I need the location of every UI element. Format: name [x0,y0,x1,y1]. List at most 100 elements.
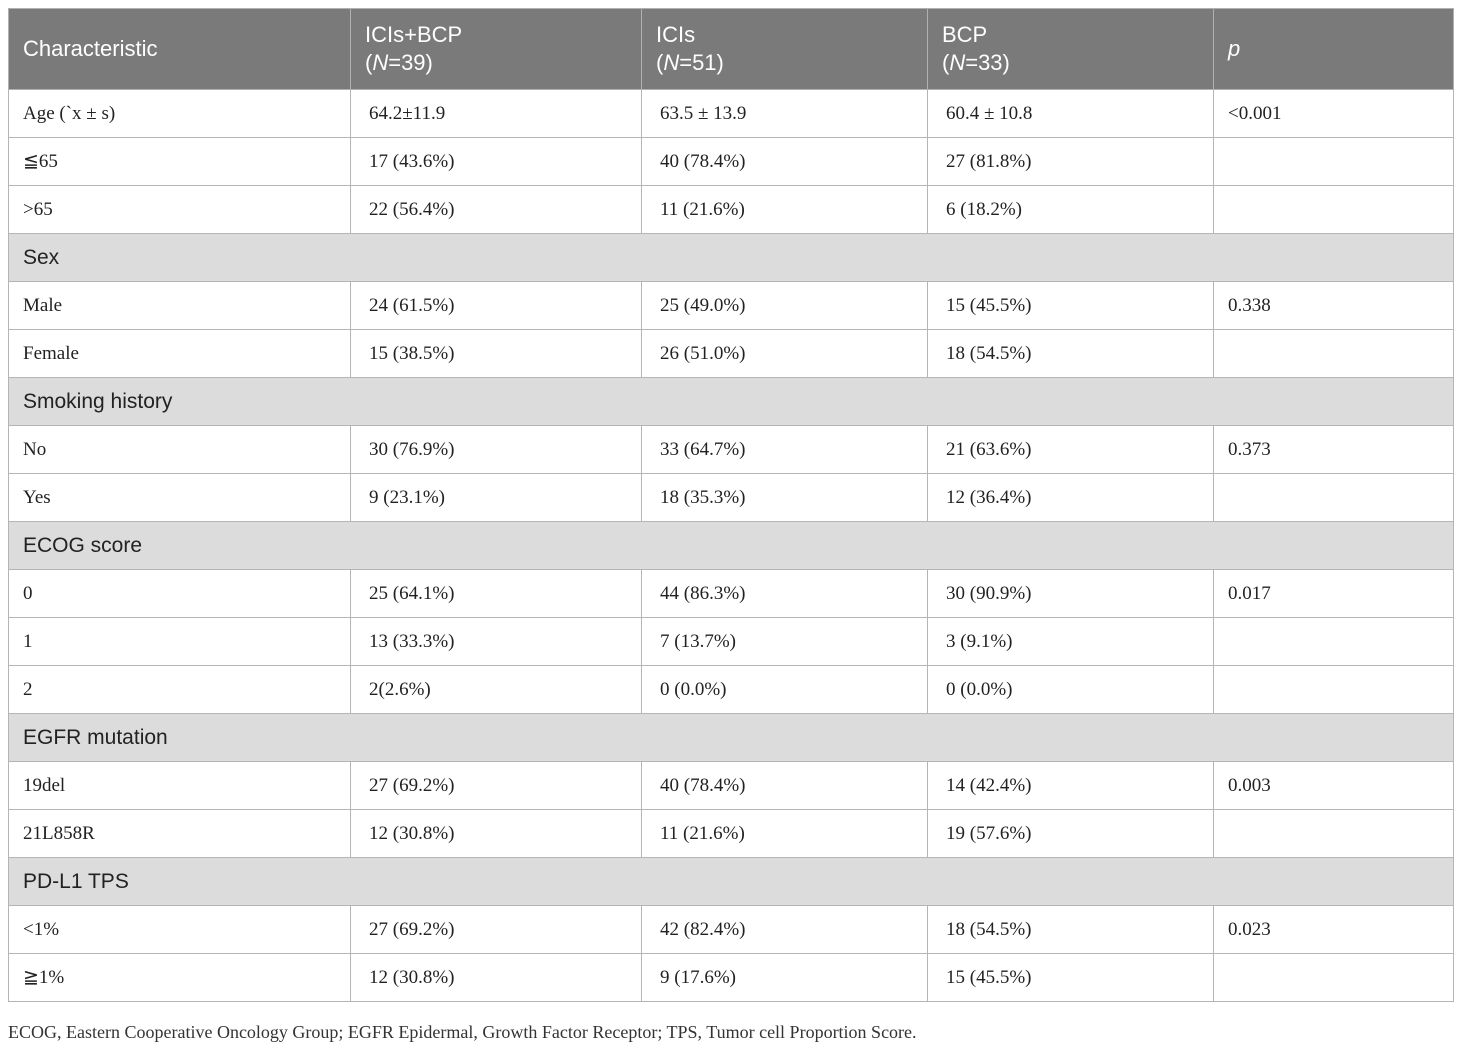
row-label-cell: 2 [8,665,351,714]
icis-value-cell: 25 (49.0%) [641,281,928,330]
row-label-cell: <1% [8,905,351,954]
table-row: 0 25 (64.1%) 44 (86.3%) 30 (90.9%) 0.017 [8,569,1454,618]
icis-bcp-value-cell: 2(2.6%) [350,665,642,714]
table-row: ≦65 17 (43.6%) 40 (78.4%) 27 (81.8%) [8,137,1454,186]
row-label-cell: Male [8,281,351,330]
row-label-cell: Yes [8,473,351,522]
open-paren: ( [365,50,373,75]
p-value-cell: 0.003 [1213,761,1454,810]
row-label-cell: No [8,425,351,474]
table-row: >65 22 (56.4%) 11 (21.6%) 6 (18.2%) [8,185,1454,234]
row-label-cell: 1 [8,617,351,666]
header-icis-bcp-n: (N=39) [365,49,627,77]
section-label: ECOG score [8,521,1454,570]
icis-value-cell: 40 (78.4%) [641,761,928,810]
section-label: EGFR mutation [8,713,1454,762]
header-icis-bcp-name: ICIs+BCP [365,22,463,47]
bcp-value-cell: 12 (36.4%) [927,473,1214,522]
header-bcp-name: BCP [942,22,988,47]
icis-bcp-value-cell: 17 (43.6%) [350,137,642,186]
icis-value-cell: 9 (17.6%) [641,953,928,1002]
icis-bcp-value-cell: 30 (76.9%) [350,425,642,474]
icis-value-cell: 63.5 ± 13.9 [641,89,928,138]
table-row: ≧1% 12 (30.8%) 9 (17.6%) 15 (45.5%) [8,953,1454,1002]
icis-bcp-value-cell: 22 (56.4%) [350,185,642,234]
table-body: Age (`x ± s) 64.2±11.9 63.5 ± 13.9 60.4 ± 1… [8,89,1454,1002]
header-icis-bcp: ICIs+BCP (N=39) [350,8,642,90]
row-label-cell: 21L858R [8,809,351,858]
open-paren: ( [656,50,664,75]
row-label-cell: >65 [8,185,351,234]
characteristics-table: Characteristic ICIs+BCP (N=39) ICIs (N=5… [8,8,1454,1002]
header-row: Characteristic ICIs+BCP (N=39) ICIs (N=5… [8,8,1454,90]
icis-value-cell: 44 (86.3%) [641,569,928,618]
n-italic: N [372,50,389,75]
icis-value-cell: 26 (51.0%) [641,329,928,378]
icis-value-cell: 18 (35.3%) [641,473,928,522]
header-p-value: p [1213,8,1454,90]
table-row: 19del 27 (69.2%) 40 (78.4%) 14 (42.4%) 0.003 [8,761,1454,810]
p-value-cell: <0.001 [1213,89,1454,138]
bcp-value-cell: 3 (9.1%) [927,617,1214,666]
section-header-row: ECOG score [8,521,1454,570]
header-icis-name: ICIs [656,22,696,47]
row-label-cell: Female [8,329,351,378]
row-label-cell: 0 [8,569,351,618]
p-value-cell [1213,473,1454,522]
n-value: =39) [388,50,433,75]
icis-bcp-value-cell: 9 (23.1%) [350,473,642,522]
bcp-value-cell: 18 (54.5%) [927,329,1214,378]
header-bcp: BCP (N=33) [927,8,1214,90]
header-icis: ICIs (N=51) [641,8,928,90]
row-label-cell: ≧1% [8,953,351,1002]
header-bcp-n: (N=33) [942,49,1199,77]
icis-value-cell: 0 (0.0%) [641,665,928,714]
p-value-cell: 0.017 [1213,569,1454,618]
bcp-value-cell: 19 (57.6%) [927,809,1214,858]
bcp-value-cell: 15 (45.5%) [927,953,1214,1002]
bcp-value-cell: 27 (81.8%) [927,137,1214,186]
section-header-row: PD-L1 TPS [8,857,1454,906]
table-row: No 30 (76.9%) 33 (64.7%) 21 (63.6%) 0.373 [8,425,1454,474]
section-label: PD-L1 TPS [8,857,1454,906]
icis-value-cell: 33 (64.7%) [641,425,928,474]
n-italic: N [663,50,680,75]
icis-bcp-value-cell: 25 (64.1%) [350,569,642,618]
icis-value-cell: 11 (21.6%) [641,185,928,234]
icis-bcp-value-cell: 27 (69.2%) [350,905,642,954]
table-row: Male 24 (61.5%) 25 (49.0%) 15 (45.5%) 0.338 [8,281,1454,330]
header-icis-n: (N=51) [656,49,913,77]
p-value-cell [1213,665,1454,714]
open-paren: ( [942,50,950,75]
icis-bcp-value-cell: 24 (61.5%) [350,281,642,330]
bcp-value-cell: 21 (63.6%) [927,425,1214,474]
icis-bcp-value-cell: 64.2±11.9 [350,89,642,138]
bcp-value-cell: 6 (18.2%) [927,185,1214,234]
table-row: Yes 9 (23.1%) 18 (35.3%) 12 (36.4%) [8,473,1454,522]
p-value-cell [1213,137,1454,186]
row-label-cell: Age (`x ± s) [8,89,351,138]
row-label-cell: ≦65 [8,137,351,186]
bcp-value-cell: 14 (42.4%) [927,761,1214,810]
row-label-cell: 19del [8,761,351,810]
icis-bcp-value-cell: 27 (69.2%) [350,761,642,810]
header-characteristic-label: Characteristic [23,36,158,61]
icis-bcp-value-cell: 12 (30.8%) [350,953,642,1002]
icis-bcp-value-cell: 13 (33.3%) [350,617,642,666]
table-row: <1% 27 (69.2%) 42 (82.4%) 18 (54.5%) 0.023 [8,905,1454,954]
section-header-row: Smoking history [8,377,1454,426]
table-row: Female 15 (38.5%) 26 (51.0%) 18 (54.5%) [8,329,1454,378]
icis-bcp-value-cell: 15 (38.5%) [350,329,642,378]
n-value: =51) [679,50,724,75]
table-row: 2 2(2.6%) 0 (0.0%) 0 (0.0%) [8,665,1454,714]
icis-value-cell: 11 (21.6%) [641,809,928,858]
icis-value-cell: 40 (78.4%) [641,137,928,186]
p-value-cell [1213,329,1454,378]
bcp-value-cell: 0 (0.0%) [927,665,1214,714]
p-value-cell [1213,617,1454,666]
table-footnote: ECOG, Eastern Cooperative Oncology Group… [8,1022,917,1042]
p-value-cell [1213,185,1454,234]
n-value: =33) [965,50,1010,75]
bcp-value-cell: 15 (45.5%) [927,281,1214,330]
section-header-row: EGFR mutation [8,713,1454,762]
